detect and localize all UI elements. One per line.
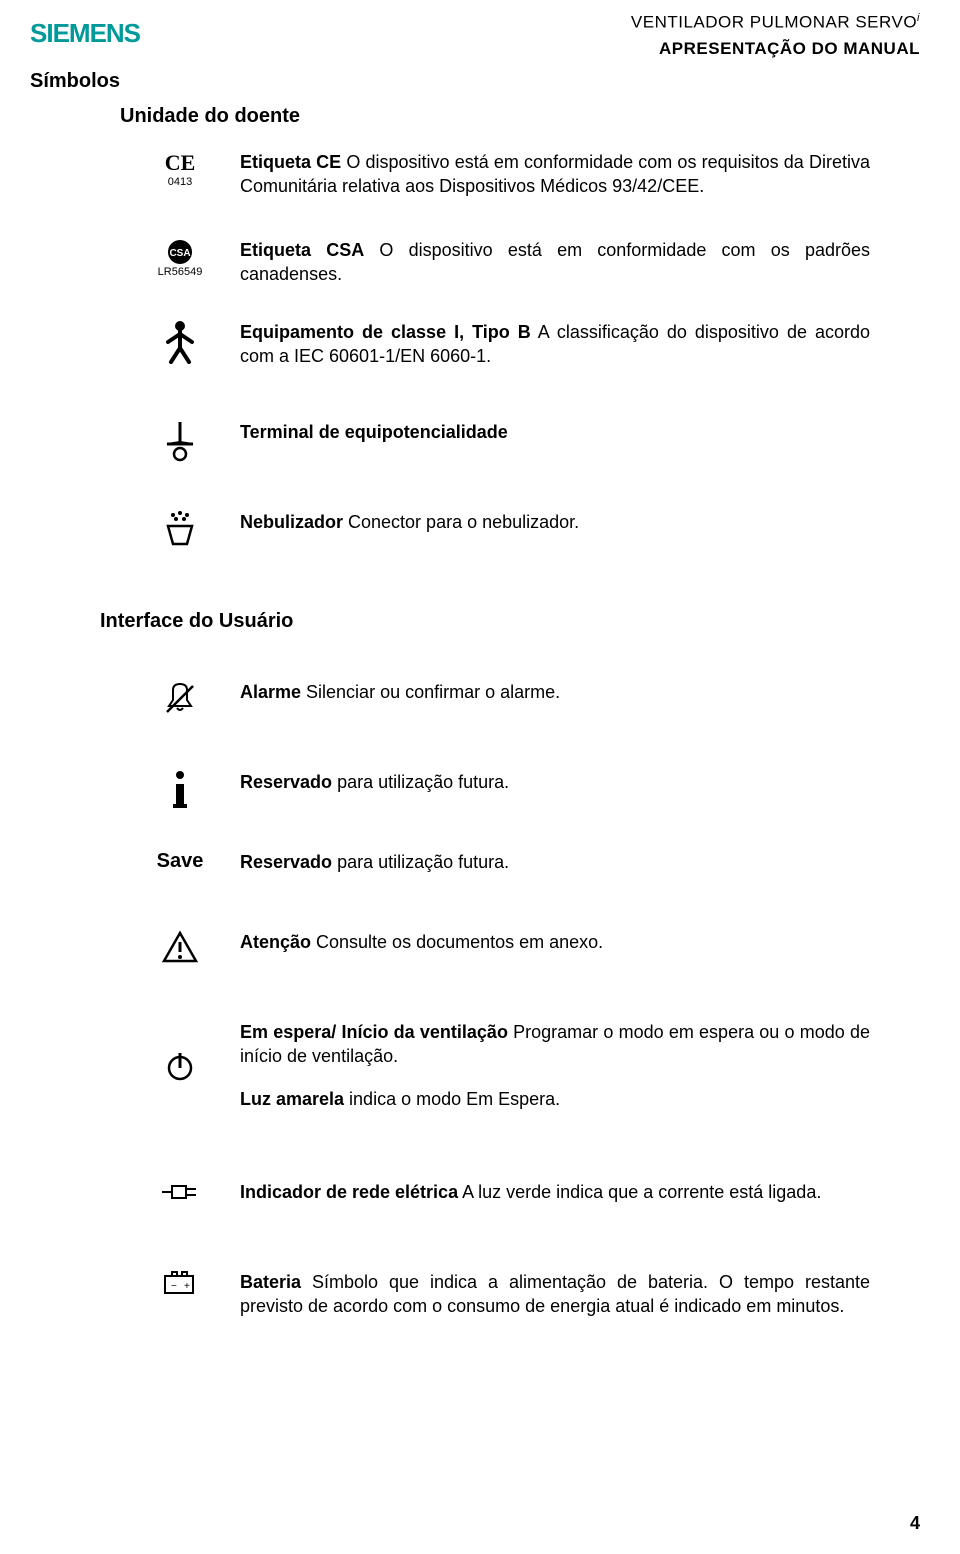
svg-text:−: −	[171, 1281, 177, 1292]
doc-title-line1: VENTILADOR PULMONAR SERVOi	[631, 12, 920, 33]
svg-text:CSA: CSA	[169, 248, 190, 259]
save-label: Save	[157, 850, 204, 873]
plug-desc: Indicador de rede elétrica A luz verde i…	[240, 1180, 870, 1204]
ce-bold: Etiqueta CE	[240, 152, 341, 172]
row-plug: Indicador de rede elétrica A luz verde i…	[150, 1180, 870, 1204]
standby-bold: Em espera/ Início da ventilação	[240, 1022, 508, 1042]
row-save: Save Reservado para utilização futura.	[150, 850, 870, 874]
section-simbolos: Símbolos	[30, 70, 120, 93]
row-info: Reservado para utilização futura.	[150, 770, 870, 810]
save-desc: Reservado para utilização futura.	[240, 850, 870, 874]
csa-desc: Etiqueta CSA O dispositivo está em confo…	[240, 238, 870, 287]
doc-title-line2: APRESENTAÇÃO DO MANUAL	[631, 39, 920, 59]
ce-code: 0413	[168, 176, 192, 188]
ce-desc: Etiqueta CE O dispositivo está em confor…	[240, 150, 870, 199]
attention-text: Consulte os documentos em anexo.	[311, 932, 603, 952]
alarm-silence-icon	[150, 680, 210, 718]
info-bold: Reservado	[240, 772, 332, 792]
battery-icon: − +	[150, 1270, 210, 1296]
csa-bold: Etiqueta CSA	[240, 240, 364, 260]
row-ce: CE 0413 Etiqueta CE O dispositivo está e…	[150, 150, 870, 199]
equipotential-desc: Terminal de equipotencialidade	[240, 420, 870, 444]
standby-desc: Em espera/ Início da ventilação Programa…	[240, 1020, 870, 1111]
subsection-interface: Interface do Usuário	[100, 610, 293, 633]
csa-mark-icon: CSA LR56549	[150, 238, 210, 278]
plug-icon	[150, 1180, 210, 1204]
save-bold: Reservado	[240, 852, 332, 872]
doc-title-sup: i	[917, 12, 920, 24]
row-battery: − + Bateria Símbolo que indica a aliment…	[150, 1270, 870, 1319]
row-nebulizer: Nebulizador Conector para o nebulizador.	[150, 510, 870, 548]
svg-text:+: +	[184, 1281, 190, 1292]
nebulizer-icon	[150, 510, 210, 548]
alarm-text: Silenciar ou confirmar o alarme.	[301, 682, 560, 702]
doc-header: VENTILADOR PULMONAR SERVOi APRESENTAÇÃO …	[631, 12, 920, 59]
attention-bold: Atenção	[240, 932, 311, 952]
battery-bold: Bateria	[240, 1272, 301, 1292]
person-desc: Equipamento de classe I, Tipo B A classi…	[240, 320, 870, 369]
battery-desc: Bateria Símbolo que indica a alimentação…	[240, 1270, 870, 1319]
person-bold: Equipamento de classe I, Tipo B	[240, 322, 531, 342]
save-text: para utilização futura.	[332, 852, 509, 872]
nebulizer-desc: Nebulizador Conector para o nebulizador.	[240, 510, 870, 534]
info-text: para utilização futura.	[332, 772, 509, 792]
equipotential-bold: Terminal de equipotencialidade	[240, 422, 508, 442]
row-attention: Atenção Consulte os documentos em anexo.	[150, 930, 870, 964]
row-alarm: Alarme Silenciar ou confirmar o alarme.	[150, 680, 870, 718]
attention-desc: Atenção Consulte os documentos em anexo.	[240, 930, 870, 954]
nebulizer-bold: Nebulizador	[240, 512, 343, 532]
row-equipotential: Terminal de equipotencialidade	[150, 420, 870, 462]
alarm-desc: Alarme Silenciar ou confirmar o alarme.	[240, 680, 870, 704]
plug-bold: Indicador de rede elétrica	[240, 1182, 458, 1202]
plug-text: A luz verde indica que a corrente está l…	[458, 1182, 821, 1202]
csa-code: LR56549	[158, 266, 203, 278]
info-icon	[150, 770, 210, 810]
ce-mark-icon: CE 0413	[150, 150, 210, 188]
page-number: 4	[910, 1513, 920, 1534]
subsection-unidade: Unidade do doente	[120, 105, 300, 128]
row-csa: CSA LR56549 Etiqueta CSA O dispositivo e…	[150, 238, 870, 287]
save-text-icon: Save	[150, 850, 210, 873]
attention-icon	[150, 930, 210, 964]
nebulizer-text: Conector para o nebulizador.	[343, 512, 579, 532]
row-standby: Em espera/ Início da ventilação Programa…	[150, 1020, 870, 1111]
person-icon	[150, 320, 210, 364]
standby-text2: indica o modo Em Espera.	[344, 1089, 560, 1109]
doc-title-pre: VENTILADOR PULMONAR SERVO	[631, 13, 917, 32]
standby-bold2: Luz amarela	[240, 1089, 344, 1109]
row-person: Equipamento de classe I, Tipo B A classi…	[150, 320, 870, 369]
battery-text: Símbolo que indica a alimentação de bate…	[240, 1272, 870, 1316]
standby-icon	[150, 1020, 210, 1082]
info-desc: Reservado para utilização futura.	[240, 770, 870, 794]
alarm-bold: Alarme	[240, 682, 301, 702]
equipotential-icon	[150, 420, 210, 462]
brand-logo: SIEMENS	[30, 18, 140, 49]
